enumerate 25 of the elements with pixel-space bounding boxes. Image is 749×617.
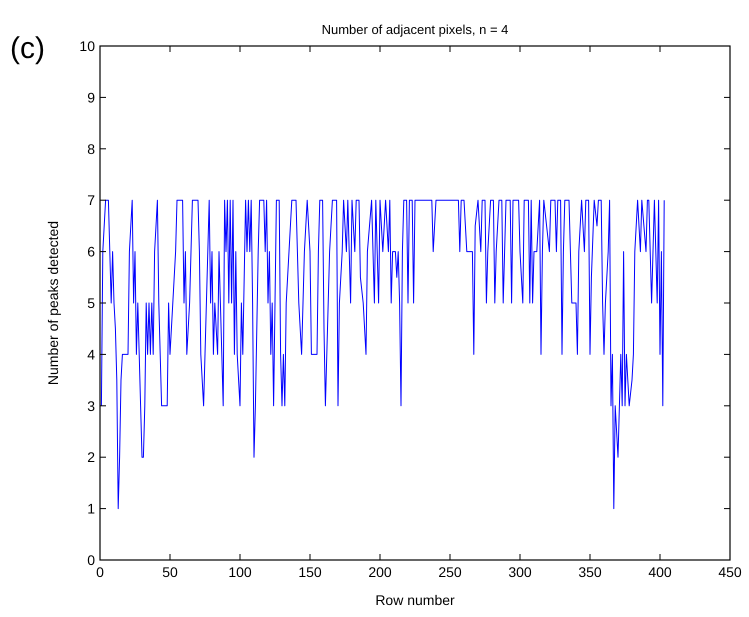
y-tick-label: 0 <box>87 552 96 568</box>
y-tick-label: 4 <box>87 346 96 362</box>
y-tick-label: 10 <box>79 38 96 54</box>
y-tick-label: 3 <box>87 398 96 414</box>
y-axis-title: Number of peaks detected <box>45 220 61 386</box>
y-tick-label: 8 <box>87 140 96 157</box>
text: (c) <box>10 32 45 65</box>
x-tick-label: 300 <box>508 564 532 580</box>
line-series <box>100 200 665 510</box>
y-tick-label: 2 <box>87 449 96 466</box>
x-tick-label: 450 <box>718 564 742 580</box>
x-tick-label: 250 <box>438 564 462 580</box>
x-tick-label: 150 <box>298 564 322 580</box>
y-tick-label: 5 <box>87 295 96 311</box>
x-tick-label: 200 <box>368 564 392 580</box>
chart-title: Number of adjacent pixels, n = 4 <box>322 22 508 37</box>
y-tick-label: 9 <box>87 89 96 106</box>
x-tick-label: 100 <box>228 564 252 580</box>
x-tick-label: 400 <box>648 564 672 580</box>
x-axis-title: Row number <box>375 592 456 608</box>
x-tick-label: 350 <box>578 564 602 580</box>
y-tick-label: 7 <box>87 192 96 208</box>
y-tick-label: 1 <box>87 500 96 517</box>
x-tick-label: 50 <box>162 564 178 580</box>
y-tick-label: 6 <box>87 244 96 260</box>
